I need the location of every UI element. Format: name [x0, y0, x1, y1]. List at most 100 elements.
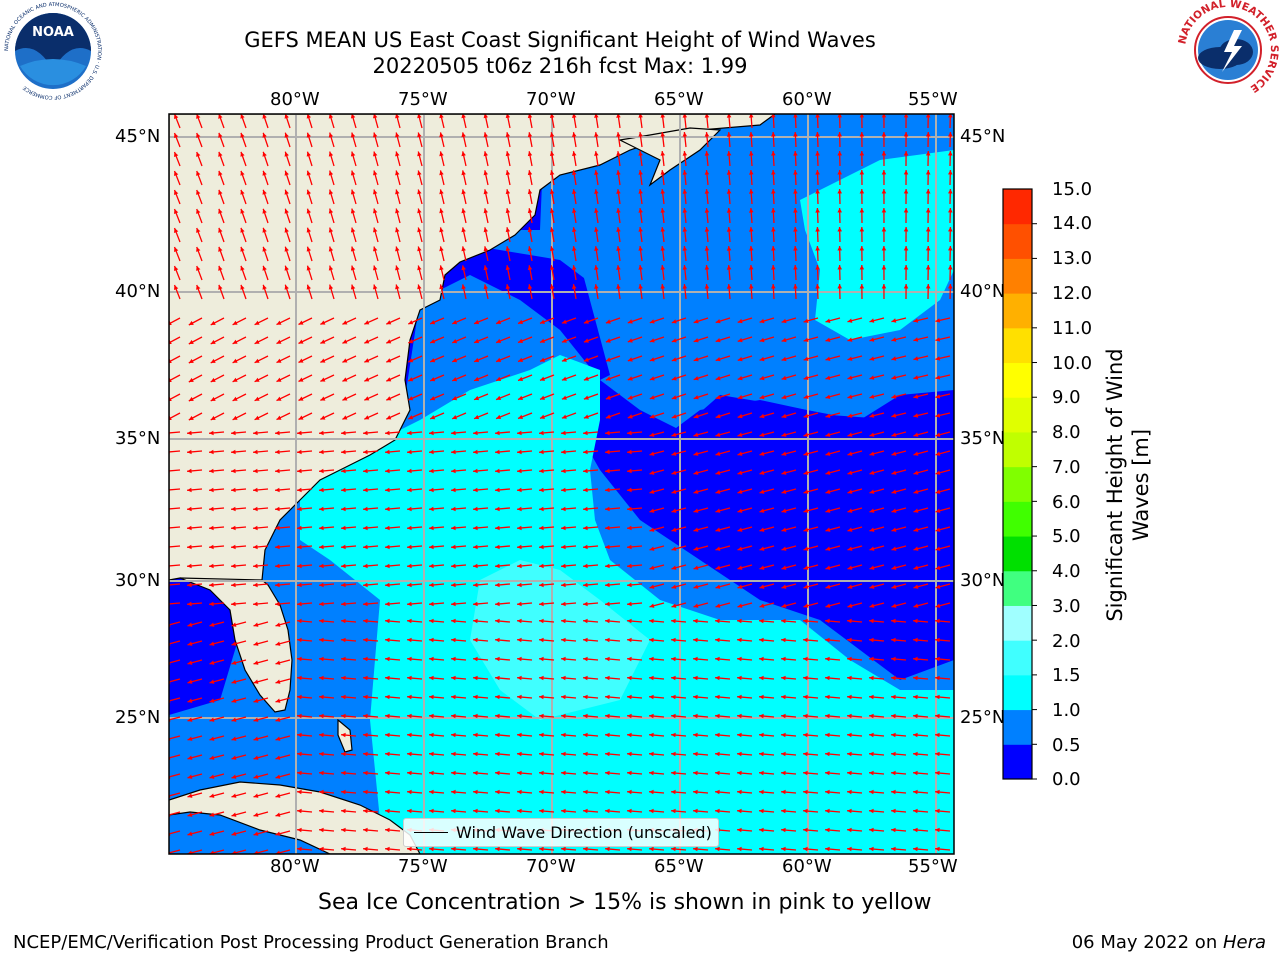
wind-wave-arrowhead [627, 637, 632, 643]
wind-wave-arrowhead [749, 114, 754, 118]
wind-wave-arrowhead [605, 357, 611, 362]
wind-wave-arrowhead [693, 694, 698, 700]
wind-wave-arrowhead [847, 603, 853, 608]
wind-wave-arrowhead [737, 603, 743, 608]
wind-wave-arrowhead [539, 732, 544, 738]
wind-wave-arrowhead [275, 698, 281, 703]
wind-wave-arrowhead [771, 208, 776, 213]
wind-wave-arrowhead [627, 468, 632, 474]
wind-wave-arrowhead [759, 432, 765, 437]
wind-wave-arrowhead [429, 770, 434, 776]
wind-wave-arrowhead [561, 338, 567, 343]
wind-wave-arrowhead [715, 565, 721, 570]
wind-wave-arrowhead [627, 430, 632, 436]
wind-wave-arrowhead [693, 732, 698, 738]
wind-wave-arrowhead [495, 430, 500, 436]
wind-wave-arrowhead [275, 679, 281, 684]
wind-wave-arrowhead [253, 679, 259, 684]
wind-wave-arrowhead [693, 319, 699, 324]
wind-wave-arrowhead [671, 808, 676, 814]
wind-wave-arrowhead [174, 114, 179, 119]
wind-wave-arrowhead [517, 713, 522, 719]
wind-wave-arrowhead [671, 751, 676, 757]
wind-wave-arrowhead [473, 713, 478, 719]
wind-wave-arrowhead [275, 831, 281, 836]
wind-wave-arrowhead [218, 284, 223, 290]
wind-wave-arrowhead [935, 770, 940, 776]
wind-wave-arrowhead [605, 656, 610, 662]
wind-wave-arrowhead [935, 584, 941, 589]
wind-wave-arrowhead [605, 525, 610, 531]
wind-wave-arrowhead [319, 582, 324, 588]
wind-wave-arrowhead [451, 430, 456, 436]
wind-wave-arrowhead [350, 208, 356, 214]
wind-wave-arrowhead [704, 151, 710, 156]
wind-wave-arrowhead [594, 151, 599, 156]
wind-wave-arrowhead [527, 265, 533, 271]
sea-ice-note: Sea Ice Concentration > 15% is shown in … [318, 890, 932, 915]
wind-wave-arrowhead [319, 751, 324, 757]
wind-wave-arrowhead [715, 675, 720, 681]
wind-wave-arrowhead [749, 208, 754, 213]
wind-wave-arrowhead [583, 563, 588, 569]
wind-wave-arrowhead [474, 319, 480, 325]
wind-wave-arrowhead [948, 246, 953, 251]
wind-wave-arrowhead [275, 641, 281, 646]
wind-wave-arrowhead [616, 170, 621, 175]
wind-wave-arrowhead [935, 603, 941, 608]
wind-wave-arrowhead [737, 618, 742, 624]
wind-wave-arrowhead [517, 487, 522, 493]
wind-wave-arrowhead [671, 319, 677, 324]
wind-wave-arrowhead [561, 506, 566, 512]
wind-wave-arrowhead [781, 618, 786, 624]
wind-wave-arrowhead [649, 546, 655, 551]
wind-wave-arrowhead [749, 265, 754, 270]
wind-wave-arrowhead [275, 506, 280, 512]
wind-wave-arrowhead [935, 508, 941, 513]
wind-wave-arrowhead [715, 603, 721, 608]
wind-wave-arrowhead [385, 430, 390, 436]
wind-wave-arrowhead [671, 527, 677, 532]
wind-wave-arrowhead [737, 713, 742, 719]
wind-wave-arrowhead [726, 151, 732, 156]
wind-wave-arrowhead [386, 339, 392, 344]
wind-wave-arrowhead [869, 318, 875, 323]
wind-wave-arrowhead [297, 713, 302, 719]
wind-wave-arrowhead [913, 694, 918, 700]
wind-wave-arrowhead [759, 846, 764, 852]
wind-wave-arrowhead [363, 449, 368, 455]
wind-wave-arrowhead [715, 751, 720, 757]
wind-wave-arrowhead [561, 449, 566, 455]
wind-wave-arrowhead [825, 770, 830, 776]
wind-wave-arrowhead [781, 489, 787, 494]
wind-wave-arrowhead [196, 152, 201, 157]
wind-wave-arrowhead [430, 339, 436, 344]
wind-wave-arrowhead [451, 525, 456, 531]
wind-wave-arrowhead [385, 618, 390, 624]
wind-wave-arrowhead [935, 451, 941, 456]
wind-wave-arrowhead [196, 285, 201, 290]
wind-wave-arrowhead [407, 468, 412, 474]
wind-wave-arrowhead [881, 132, 887, 137]
wind-wave-arrowhead [549, 284, 555, 289]
wind-wave-arrowhead [913, 337, 919, 342]
wind-wave-arrowhead [704, 132, 710, 137]
wind-wave-arrowhead [649, 470, 655, 475]
wind-wave-arrowhead [815, 246, 820, 251]
lat-label-left-30n: 30°N [115, 570, 161, 591]
wind-wave-arrowhead [837, 265, 842, 270]
wind-wave-arrowhead [781, 846, 786, 852]
wind-wave-arrowhead [517, 430, 522, 436]
wind-wave-arrowhead [583, 414, 589, 419]
wind-wave-arrowhead [859, 265, 865, 270]
wind-wave-arrowhead [517, 544, 522, 550]
lat-label-left-40n: 40°N [115, 281, 161, 302]
wind-wave-arrowhead [759, 565, 765, 570]
wind-wave-arrowhead [473, 656, 478, 662]
wind-wave-arrowhead [737, 413, 743, 419]
wind-wave-arrowhead [364, 396, 370, 401]
wind-wave-arrowhead [417, 284, 422, 290]
wind-wave-arrowhead [187, 582, 192, 588]
wind-wave-arrowhead [847, 618, 852, 624]
wind-wave-arrowhead [881, 284, 887, 289]
